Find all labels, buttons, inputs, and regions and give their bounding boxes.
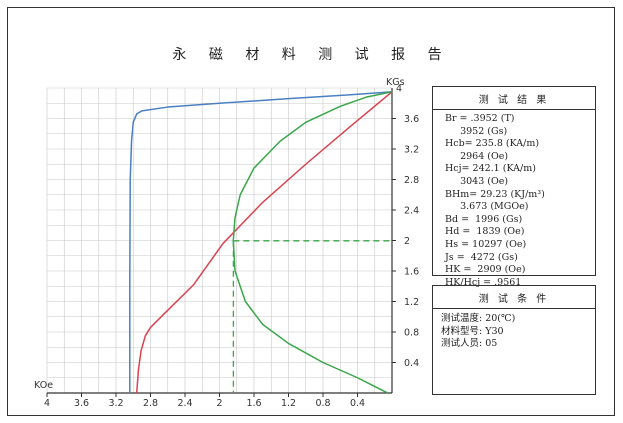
y-tick-label: 1.6	[404, 267, 419, 278]
y-tick-label: 3.2	[404, 145, 419, 156]
chart-axes	[46, 88, 396, 397]
x-tick-label: 4	[44, 398, 50, 409]
x-tick-label: 1.6	[246, 398, 261, 409]
y-top-label: 4	[396, 84, 402, 95]
conditions-list: 测试温度: 20(℃) 材料型号: Y30 测试人员: 05	[433, 309, 595, 351]
x-tick-label: 3.2	[108, 398, 123, 409]
green-curve-lower	[232, 240, 389, 394]
result-row: 3.673 (MGOe)	[445, 201, 529, 213]
result-row: Br = .3952 (T)	[445, 113, 515, 124]
y-tick-label: 2.8	[404, 175, 419, 186]
result-row: Js = 4272 (Gs)	[445, 251, 518, 263]
conditions-title: 测 试 条 件	[433, 286, 595, 309]
x-tick-label: 3.6	[74, 398, 89, 409]
result-row: 2964 (Oe)	[445, 150, 509, 162]
result-row: Bd = 1996 (Gs)	[445, 213, 523, 225]
y-tick-label: 1.2	[404, 297, 419, 308]
blue-curve	[129, 91, 393, 393]
result-row: Hcj= 242.1 (KA/m)	[445, 163, 536, 175]
y-axis-label: KGs	[386, 77, 405, 88]
result-row: Hs = 10297 (Oe)	[445, 238, 527, 250]
report-title: 永 磁 材 料 测 试 报 告	[172, 47, 451, 63]
result-row: HK = 2909 (Oe)	[445, 264, 526, 276]
green-curve-upper	[232, 91, 393, 241]
result-row: HK/Hcj = .9561	[445, 276, 522, 288]
y-tick-label: 3.6	[404, 114, 419, 125]
y-tick-label: 2.4	[404, 206, 419, 217]
red-curve	[135, 91, 393, 394]
x-tick-label: 0.8	[315, 398, 330, 409]
x-tick-label: 1.2	[281, 398, 296, 409]
x-tick-label: 2.4	[177, 398, 192, 409]
y-tick-label: 0.4	[404, 358, 419, 369]
chart-labels: 4 3.6 3.2 2.8 2.4 2 1.6 1.2 0.8 0.4 3.6 3.2 2.8 2.4 2 1…	[34, 77, 419, 409]
x-tick-label: 0.4	[350, 398, 365, 409]
results-panel: 测 试 结 果 Br = .3952 (T) 3952 (Gs) Hcb= 235…	[432, 86, 596, 288]
conditions-panel: 测 试 条 件 测试温度: 20(℃) 材料型号: Y30 测试人员: 05	[432, 285, 596, 395]
results-list: Br = .3952 (T) 3952 (Gs) Hcb= 235.8 (KA/m…	[433, 110, 595, 289]
result-row: BHm= 29.23 (KJ/m³)	[445, 188, 545, 200]
x-tick-label: 2.8	[143, 398, 158, 409]
condition-row: 材料型号: Y30	[441, 325, 504, 337]
bd-guides	[232, 240, 392, 393]
result-row: Hd = 1839 (Oe)	[445, 226, 525, 238]
x-tick-label: 2	[216, 398, 222, 409]
condition-row: 测试人员: 05	[441, 338, 498, 350]
chart-grid	[46, 87, 393, 394]
x-axis-label: KOe	[34, 380, 53, 391]
results-title: 测 试 结 果	[433, 87, 595, 110]
result-row: 3043 (Oe)	[445, 175, 509, 187]
chart-curves	[129, 91, 393, 394]
result-row: 3952 (Gs)	[445, 125, 508, 137]
y-tick-label: 0.8	[404, 328, 419, 339]
report-frame	[7, 7, 615, 416]
result-row: Hcb= 235.8 (KA/m)	[445, 138, 540, 150]
y-tick-label: 2	[404, 236, 410, 247]
condition-row: 测试温度: 20(℃)	[441, 313, 516, 324]
